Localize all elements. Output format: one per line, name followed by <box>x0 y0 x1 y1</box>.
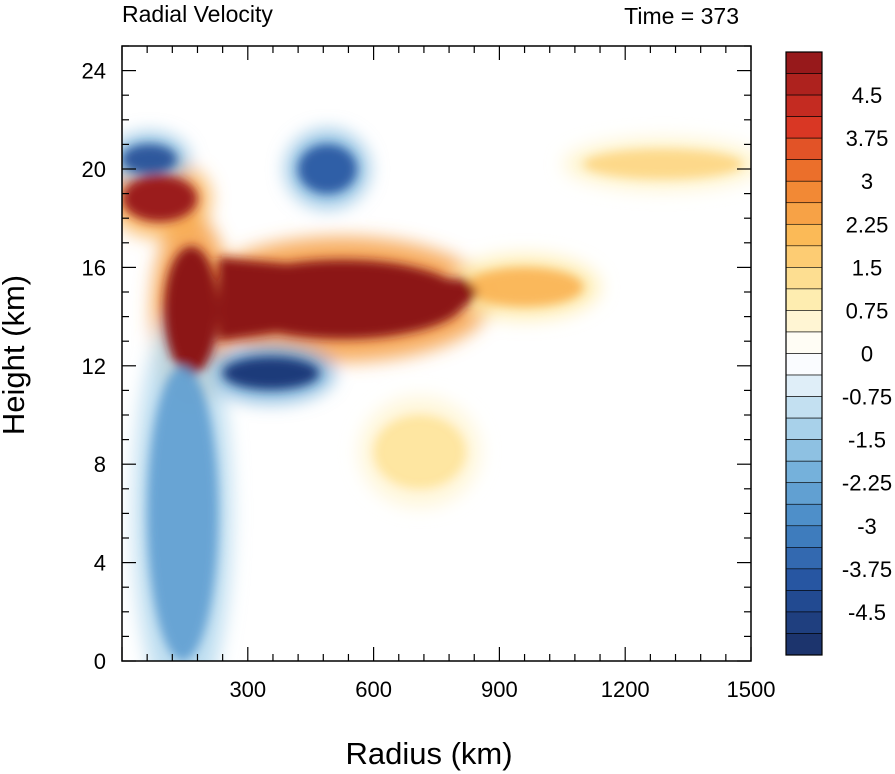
x-tick-label: 900 <box>481 677 518 702</box>
colorbar-bin <box>785 633 823 656</box>
x-tick-label: 1200 <box>601 677 650 702</box>
x-axis-ticks: 300 600 900 1200 1500 <box>121 46 776 702</box>
y-tick-label: 8 <box>94 452 106 477</box>
outflow-feature <box>583 149 743 179</box>
y-tick-label: 0 <box>94 649 106 674</box>
colorbar-tick-label: 1.5 <box>852 255 883 280</box>
inflow-feature <box>122 144 177 174</box>
y-tick-label: 12 <box>82 354 106 379</box>
colorbar-bin <box>785 460 823 484</box>
colorbar-tick-label: 0 <box>861 342 873 367</box>
x-tick-label: 300 <box>229 677 266 702</box>
outflow-feature <box>163 246 219 375</box>
x-axis-label: Radius (km) <box>345 736 512 771</box>
colorbar-bin <box>785 116 823 139</box>
colorbar-bin <box>785 525 823 548</box>
colorbar-tick-label: 2.25 <box>846 212 889 237</box>
colorbar-tick-label: -1.5 <box>848 428 886 453</box>
colorbar-tick-label: -3.75 <box>842 557 892 582</box>
colorbar-bin <box>785 503 823 527</box>
colorbar-labels: 4.5 3.75 3 2.25 1.5 0.75 0 -0.75 -1.5 -2.25 -3 -3.7… <box>842 83 892 625</box>
colorbar-bin <box>785 353 823 376</box>
x-tick-label: 1500 <box>727 677 776 702</box>
colorbar-tick-label: -3 <box>857 514 877 539</box>
outflow-feature <box>373 415 466 489</box>
colorbar-bin <box>785 202 823 225</box>
y-tick-label: 16 <box>82 255 106 280</box>
colorbar-bin <box>785 180 823 204</box>
colorbar-tick-label: 3 <box>861 169 873 194</box>
plot-frame <box>121 45 752 662</box>
y-axis-ticks: 0 4 8 12 16 20 24 <box>82 45 751 674</box>
colorbar-bin <box>785 245 823 268</box>
outflow-feature <box>122 175 198 222</box>
colorbar-bin <box>785 396 823 419</box>
colorbar-tick-label: -4.5 <box>848 600 886 625</box>
title-right: Time = 373 <box>624 3 739 29</box>
colorbar-bin <box>785 159 823 182</box>
y-axis-label: Height (km) <box>0 275 31 435</box>
colorbar <box>785 51 823 656</box>
colorbar-bin <box>785 223 823 247</box>
colorbar-bin <box>785 374 823 397</box>
contour-field <box>122 129 751 661</box>
colorbar-bin <box>785 590 823 613</box>
colorbar-tick-label: -2.25 <box>842 471 892 496</box>
colorbar-bin <box>785 547 823 570</box>
colorbar-bin <box>785 331 823 354</box>
colorbar-bin <box>785 94 823 117</box>
colorbar-bin <box>785 310 823 333</box>
colorbar-bin <box>785 73 823 96</box>
colorbar-bin <box>785 288 823 311</box>
colorbar-bin <box>785 611 823 634</box>
outflow-jet-tip <box>218 257 479 342</box>
inflow-feature <box>222 356 320 390</box>
colorbar-tick-label: 0.75 <box>846 298 889 323</box>
inflow-feature <box>298 144 357 194</box>
colorbar-bin <box>785 439 823 462</box>
colorbar-bin <box>785 267 823 290</box>
y-tick-label: 24 <box>82 59 106 84</box>
title-left: Radial Velocity <box>122 1 273 27</box>
inflow-feature <box>147 365 219 661</box>
colorbar-bin <box>785 417 823 440</box>
colorbar-bin <box>785 482 823 505</box>
colorbar-tick-label: 3.75 <box>846 126 889 151</box>
colorbar-bin <box>785 568 823 591</box>
y-tick-label: 20 <box>82 157 106 182</box>
colorbar-tick-label: 4.5 <box>852 83 883 108</box>
outflow-feature <box>465 267 584 307</box>
x-tick-label: 600 <box>355 677 392 702</box>
y-tick-label: 4 <box>94 551 106 576</box>
colorbar-tick-label: -0.75 <box>842 385 892 410</box>
colorbar-bin <box>785 51 823 74</box>
colorbar-bin <box>785 137 823 160</box>
